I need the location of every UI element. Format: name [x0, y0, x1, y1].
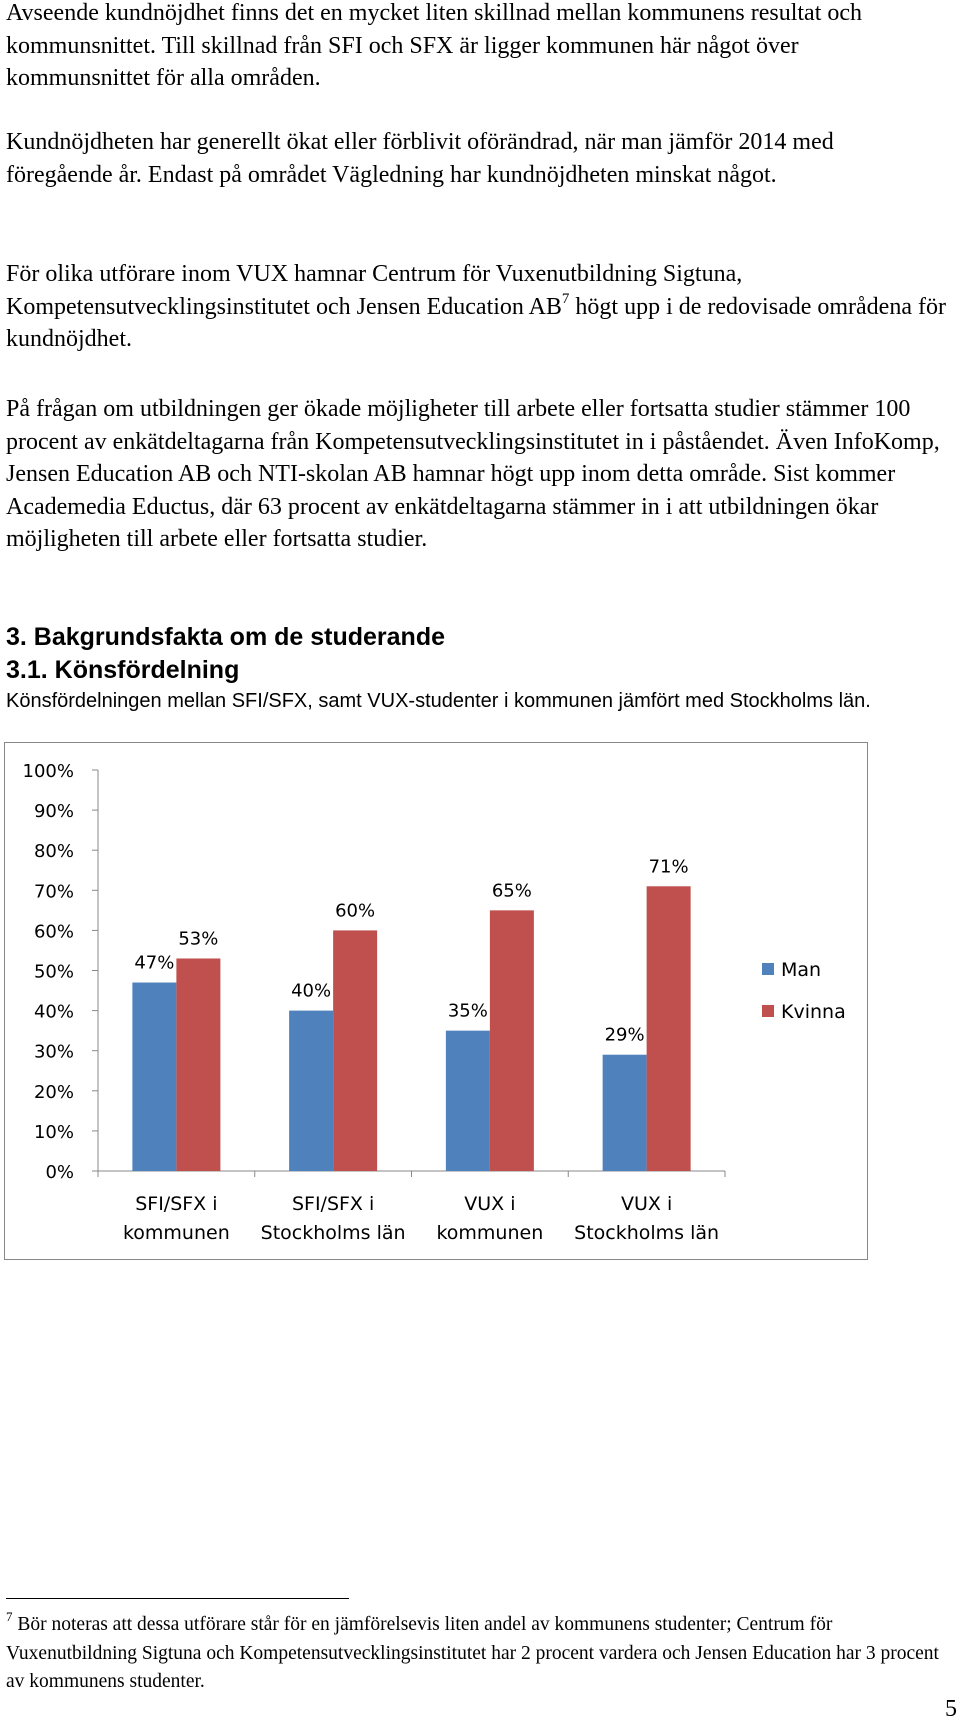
- category-label: SFI/SFX i: [292, 1193, 374, 1215]
- bar-man: [445, 1030, 490, 1171]
- y-tick-label: 70%: [34, 881, 74, 902]
- paragraph-vux-providers-text: För olika utförare inom VUX hamnar Centr…: [6, 261, 743, 320]
- y-tick-label: 30%: [34, 1042, 74, 1063]
- page-number: 5: [945, 1696, 957, 1722]
- footnote-separator: [6, 1598, 349, 1599]
- section-heading: 3. Bakgrundsfakta om de studerande: [6, 623, 446, 651]
- bar-kvinna: [176, 958, 221, 1171]
- footnote-number: 7: [6, 1609, 13, 1624]
- legend-swatch-kvinna: [762, 1005, 774, 1017]
- data-label: 47%: [134, 953, 174, 974]
- subsection-heading: 3.1. Könsfördelning: [6, 656, 240, 684]
- y-tick-label: 10%: [34, 1122, 74, 1143]
- footnote-reference: 7: [561, 290, 570, 307]
- bar-man: [289, 1010, 334, 1171]
- data-label: 71%: [649, 856, 689, 877]
- paragraph-satisfaction-trend: Kundnöjdheten har generellt ökat eller f…: [6, 129, 834, 188]
- y-tick-label: 0%: [45, 1162, 74, 1183]
- data-label: 53%: [178, 928, 218, 949]
- y-tick-label: 90%: [34, 801, 74, 822]
- y-tick-label: 80%: [34, 841, 74, 862]
- category-label: VUX i: [464, 1193, 515, 1215]
- data-label: 60%: [335, 900, 375, 921]
- data-label: 29%: [605, 1025, 645, 1046]
- chart-caption: Könsfördelningen mellan SFI/SFX, samt VU…: [6, 690, 871, 712]
- paragraph-vux-providers: För olika utförare inom VUX hamnar Centr…: [6, 258, 946, 356]
- category-label: kommunen: [123, 1222, 230, 1244]
- category-label: Stockholms län: [574, 1222, 719, 1244]
- paragraph-employment-question: På frågan om utbildningen ger ökade möjl…: [6, 396, 940, 553]
- category-label: SFI/SFX i: [135, 1193, 217, 1215]
- paragraph-vux-providers-tail: högt upp i de redovisade områdena för ku…: [6, 293, 946, 353]
- y-tick-label: 50%: [34, 962, 74, 983]
- gender-distribution-chart: 0% 10% 20% 30% 40% 50% 60% 70% 80% 90% 100% 47% 53% S…: [4, 742, 868, 1260]
- legend-label-man: Man: [781, 959, 821, 981]
- paragraph-satisfaction-summary: Avseende kundnöjdhet finns det en mycket…: [6, 0, 863, 92]
- y-tick-label: 60%: [34, 921, 74, 942]
- y-tick-label: 40%: [34, 1002, 74, 1023]
- chart-canvas: 0% 10% 20% 30% 40% 50% 60% 70% 80% 90% 100% 47%53% S…: [23, 761, 846, 1244]
- data-label: 40%: [291, 981, 331, 1002]
- bar-kvinna: [489, 910, 534, 1171]
- data-label: 65%: [492, 880, 532, 901]
- category-label: kommunen: [436, 1222, 543, 1244]
- y-tick-label: 20%: [34, 1082, 74, 1103]
- data-label: 35%: [448, 1001, 488, 1022]
- legend-label-kvinna: Kvinna: [781, 1001, 846, 1023]
- category-label: VUX i: [621, 1193, 672, 1215]
- bar-man: [602, 1054, 647, 1171]
- footnote: 7 Bör noteras att dessa utförare står fö…: [6, 1609, 946, 1697]
- footnote-text: Bör noteras att dessa utförare står för …: [6, 1614, 939, 1692]
- bar-kvinna: [646, 886, 691, 1171]
- legend-swatch-man: [762, 963, 774, 975]
- bar-kvinna: [333, 930, 378, 1171]
- category-label: Stockholms län: [261, 1222, 406, 1244]
- y-tick-label: 100%: [23, 761, 74, 782]
- bar-man: [132, 982, 177, 1171]
